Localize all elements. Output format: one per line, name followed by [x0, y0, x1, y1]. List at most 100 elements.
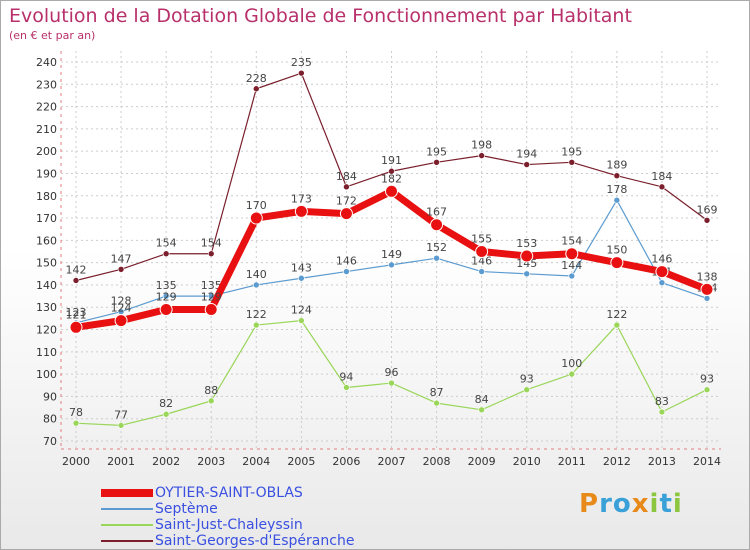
data-point: [523, 386, 531, 394]
data-label: 182: [381, 172, 402, 185]
chart-title: Evolution de la Dotation Globale de Fonc…: [9, 5, 632, 27]
data-label: 146: [651, 253, 672, 266]
data-label: 84: [475, 393, 489, 406]
legend-swatch: [101, 524, 153, 526]
data-label: 128: [111, 295, 132, 308]
data-label: 228: [246, 72, 267, 85]
data-point: [385, 184, 398, 198]
data-label: 195: [561, 145, 582, 158]
legend-label: OYTIER-SAINT-OBLAS: [155, 485, 303, 501]
data-label: 184: [651, 170, 672, 183]
chart-legend: OYTIER-SAINT-OBLAS Septème Saint-Just-Chal…: [101, 485, 354, 549]
y-tick-label: 200: [36, 145, 57, 158]
data-point: [475, 245, 489, 258]
data-point: [568, 159, 576, 166]
y-tick-label: 230: [36, 78, 57, 91]
data-point: [294, 204, 308, 218]
data-point: [658, 408, 666, 416]
data-point: [523, 161, 531, 168]
logo-letter: t: [659, 489, 673, 519]
data-label: 88: [204, 384, 218, 397]
y-tick-label: 130: [36, 301, 57, 314]
x-tick-label: 2009: [468, 455, 496, 468]
data-point: [523, 270, 531, 278]
x-tick-label: 2011: [558, 455, 586, 468]
data-label: 154: [201, 237, 222, 250]
data-label: 189: [606, 159, 627, 172]
data-point: [69, 320, 83, 334]
legend-label: Saint-Just-Chaleyssin: [155, 517, 303, 533]
data-point: [433, 399, 440, 407]
y-tick-label: 220: [36, 101, 57, 114]
data-point: [388, 167, 395, 175]
data-point: [159, 302, 173, 316]
data-point: [568, 370, 576, 378]
legend-item: Saint-Georges-d'Espéranche: [101, 533, 354, 549]
data-point: [162, 410, 170, 418]
y-tick-label: 180: [36, 190, 57, 203]
y-tick-label: 150: [36, 257, 57, 270]
data-point: [613, 196, 621, 204]
data-point: [478, 268, 485, 275]
x-tick-label: 2008: [423, 455, 451, 468]
data-label: 195: [426, 145, 447, 158]
data-label: 173: [291, 192, 312, 205]
data-point: [343, 384, 350, 391]
data-label: 124: [111, 302, 132, 315]
data-point: [162, 292, 170, 300]
series-saint-just-chaleyssin: 78 77 82 88 122 124 94 96 87 84 93 100 122 83 93: [69, 304, 714, 429]
x-tick-label: 2006: [332, 455, 360, 468]
data-label: 129: [201, 290, 222, 303]
data-point: [298, 274, 305, 282]
x-tick-label: 2007: [378, 455, 406, 468]
x-tick-label: 2014: [693, 455, 721, 468]
data-label: 147: [111, 252, 132, 265]
data-point: [162, 250, 170, 258]
data-point: [343, 183, 350, 191]
data-label: 93: [700, 373, 714, 386]
data-label: 172: [336, 195, 357, 208]
data-label: 146: [336, 255, 357, 268]
data-label: 146: [471, 255, 492, 268]
data-label: 154: [156, 237, 177, 250]
data-label: 77: [114, 408, 128, 421]
x-tick-label: 2005: [287, 455, 315, 468]
data-point: [207, 397, 215, 405]
data-label: 178: [606, 183, 627, 196]
y-tick-label: 90: [43, 390, 57, 403]
data-label: 100: [561, 357, 582, 370]
y-tick-label: 140: [36, 279, 57, 292]
y-tick-label: 190: [36, 167, 57, 180]
data-label: 167: [426, 206, 447, 219]
data-point: [610, 256, 624, 270]
data-point: [433, 254, 440, 262]
y-tick-label: 120: [36, 324, 57, 337]
data-label: 235: [291, 56, 312, 69]
data-point: [72, 419, 80, 427]
logo-letter: P: [579, 489, 600, 519]
data-label: 96: [385, 366, 399, 379]
logo-letter: r: [599, 489, 613, 519]
x-tick-label: 2001: [107, 455, 135, 468]
data-point: [658, 183, 666, 191]
data-label: 82: [159, 397, 173, 410]
data-label: 149: [381, 248, 402, 261]
y-tick-label: 110: [36, 346, 57, 359]
y-tick-label: 170: [36, 212, 57, 225]
legend-swatch: [101, 489, 153, 497]
data-label: 154: [561, 235, 582, 248]
x-tick-label: 2003: [197, 455, 225, 468]
data-label: 169: [697, 203, 718, 216]
data-point: [204, 302, 218, 316]
data-point: [343, 268, 350, 275]
data-point: [72, 277, 80, 284]
data-point: [703, 295, 711, 302]
data-point: [117, 422, 125, 429]
series-oytier-saint-oblas: 121 124 129 129 170 173 172 182 167 155 153 154 150 1…: [66, 172, 718, 334]
data-label: 184: [336, 170, 357, 183]
data-label: 94: [339, 370, 353, 383]
data-label: 143: [291, 261, 312, 274]
legend-label: Saint-Georges-d'Espéranche: [155, 533, 355, 549]
